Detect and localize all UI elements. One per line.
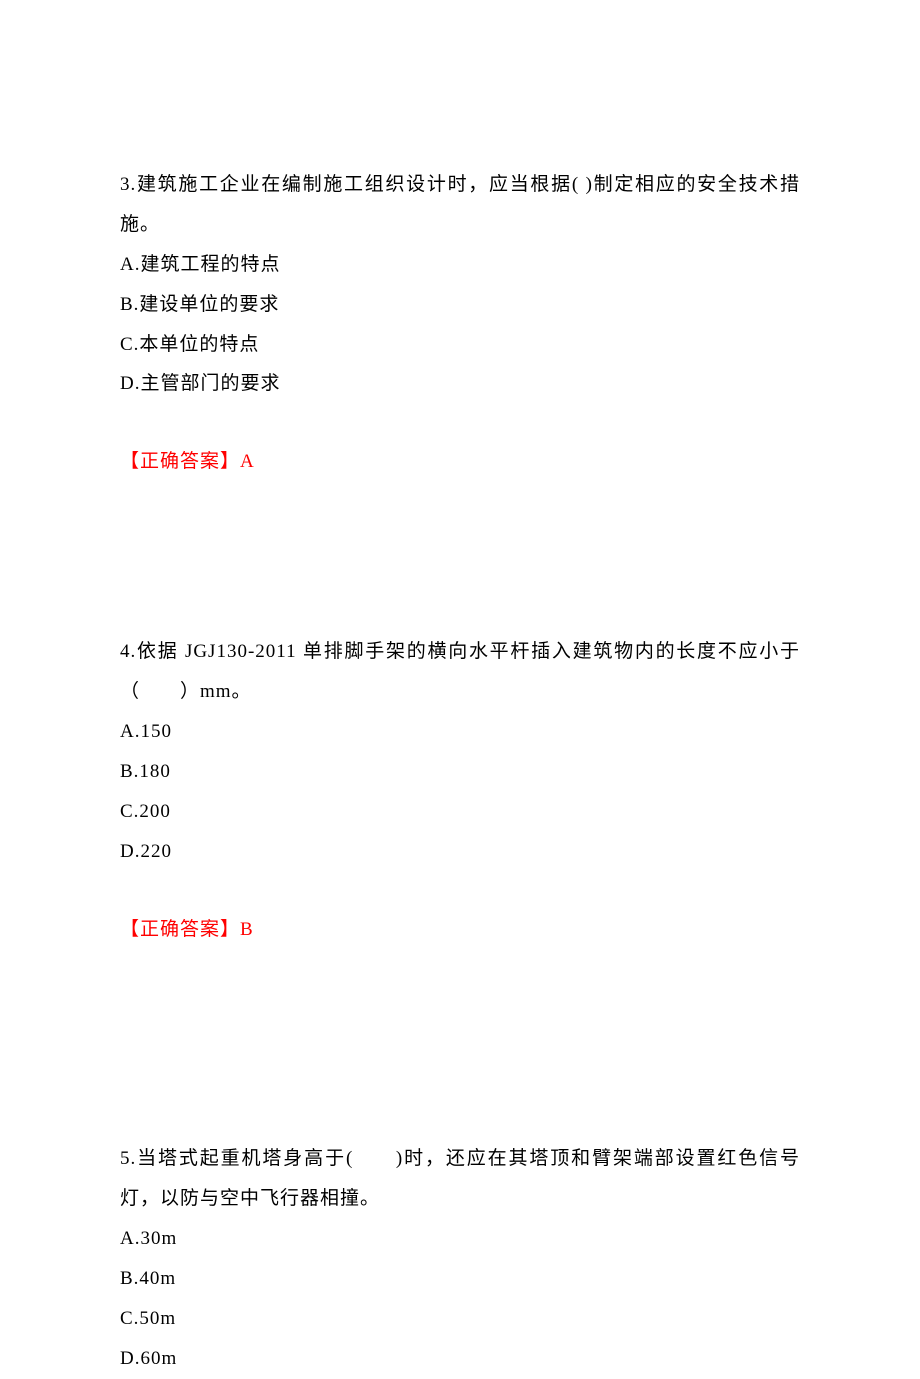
spacer [120,949,800,1139]
answer-value: B [240,919,254,940]
choice-c: C.本单位的特点 [120,325,800,365]
answer-value: A [240,451,255,472]
question-5: 5.当塔式起重机塔身高于( )时，还应在其塔顶和臂架端部设置红色信号灯，以防与空… [120,1139,800,1378]
choice-d: D.220 [120,832,800,872]
document-page: 3.建筑施工企业在编制施工组织设计时，应当根据( )制定相应的安全技术措施。 A… [0,0,920,1302]
choice-b: B.40m [120,1259,800,1299]
choice-a: A.建筑工程的特点 [120,245,800,285]
choice-c: C.200 [120,792,800,832]
choice-a: A.150 [120,712,800,752]
choice-b: B.建设单位的要求 [120,285,800,325]
answer-label: 【正确答案】 [120,451,240,472]
question-stem: 3.建筑施工企业在编制施工组织设计时，应当根据( )制定相应的安全技术措施。 [120,165,800,245]
question-stem: 4.依据 JGJ130-2011 单排脚手架的横向水平杆插入建筑物内的长度不应小… [120,632,800,712]
question-stem: 5.当塔式起重机塔身高于( )时，还应在其塔顶和臂架端部设置红色信号灯，以防与空… [120,1139,800,1219]
question-4: 4.依据 JGJ130-2011 单排脚手架的横向水平杆插入建筑物内的长度不应小… [120,632,800,949]
choice-d: D.60m [120,1339,800,1379]
choice-b: B.180 [120,752,800,792]
question-3: 3.建筑施工企业在编制施工组织设计时，应当根据( )制定相应的安全技术措施。 A… [120,165,800,482]
choice-d: D.主管部门的要求 [120,364,800,404]
spacer [120,482,800,632]
correct-answer: 【正确答案】B [120,910,800,950]
choice-c: C.50m [120,1299,800,1339]
correct-answer: 【正确答案】A [120,442,800,482]
choice-a: A.30m [120,1219,800,1259]
answer-label: 【正确答案】 [120,919,240,940]
